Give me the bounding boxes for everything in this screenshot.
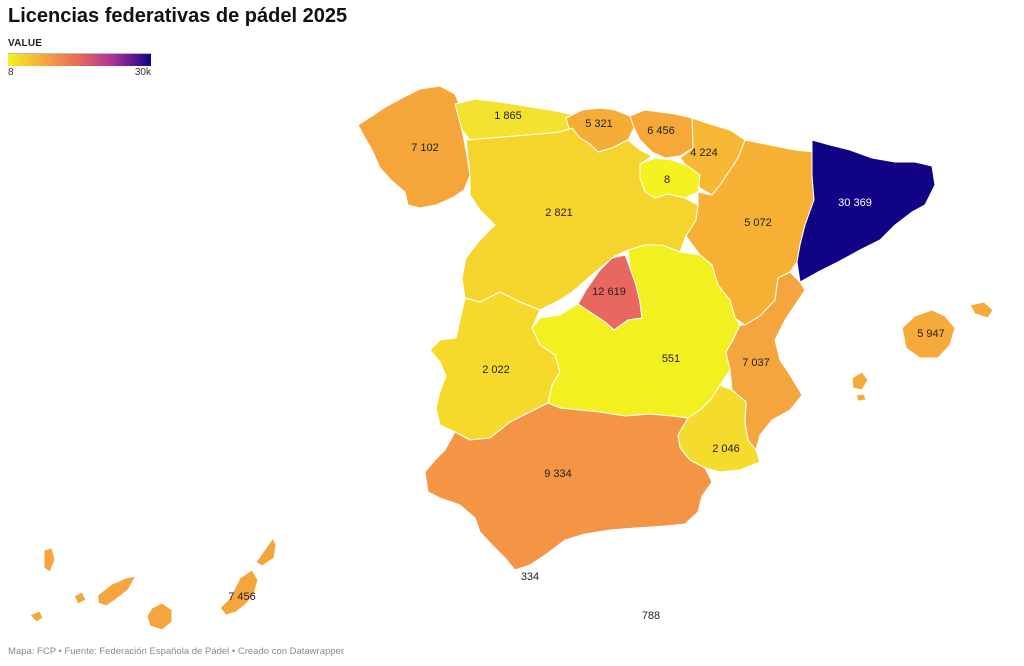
value-label-la-rioja: 8	[664, 174, 670, 186]
region-baleares-formentera[interactable]	[855, 393, 867, 402]
value-label-aragon: 5 072	[744, 217, 772, 229]
region-baleares-menorca[interactable]	[969, 301, 994, 319]
region-value-labels: 7 102 1 865 5 321 6 456 4 224 8 2 821 5 072 30 3…	[228, 110, 945, 622]
region-canarias-lanzarote[interactable]	[255, 537, 277, 567]
value-label-ceuta: 334	[521, 571, 539, 583]
region-galicia[interactable]	[357, 85, 471, 209]
region-canarias-tenerife[interactable]	[97, 575, 137, 607]
region-canarias-la-gomera[interactable]	[73, 591, 87, 605]
region-castilla-y-leon[interactable]	[461, 127, 699, 311]
value-label-cataluna: 30 369	[838, 197, 872, 209]
value-label-pais-vasco: 6 456	[647, 125, 675, 137]
region-canarias-el-hierro[interactable]	[29, 610, 44, 623]
value-label-extremadura: 2 022	[482, 364, 510, 376]
value-label-andalucia: 9 334	[544, 468, 572, 480]
color-legend: VALUE 8 30k	[8, 38, 151, 80]
value-label-castilla-la-mancha: 551	[662, 353, 680, 365]
value-label-galicia: 7 102	[411, 142, 439, 154]
value-label-baleares: 5 947	[917, 328, 945, 340]
value-label-murcia: 2 046	[712, 443, 740, 455]
value-label-castilla-y-leon: 2 821	[545, 207, 573, 219]
region-canarias-fuerteventura[interactable]	[219, 569, 259, 616]
value-label-navarra: 4 224	[690, 147, 718, 159]
region-baleares-ibiza[interactable]	[851, 371, 869, 391]
value-label-asturias: 1 865	[494, 110, 522, 122]
region-comunidad-valenciana[interactable]	[725, 271, 806, 451]
legend-min-label: 8	[8, 67, 14, 78]
region-shapes	[29, 85, 994, 631]
region-cataluna[interactable]	[796, 139, 936, 283]
legend-title: VALUE	[8, 38, 43, 49]
source-footer: Mapa: FCP • Fuente: Federación Española …	[8, 646, 345, 657]
map-title: Licencias federativas de pádel 2025	[8, 5, 348, 27]
legend-gradient-bar	[8, 53, 151, 66]
value-label-canarias: 7 456	[228, 591, 256, 603]
region-canarias-la-palma[interactable]	[43, 547, 56, 573]
region-baleares-mallorca[interactable]	[901, 309, 956, 359]
legend-labels: 8 30k	[8, 66, 151, 80]
value-label-madrid: 12 619	[592, 286, 626, 298]
value-label-comunidad-valenciana: 7 037	[742, 357, 770, 369]
value-label-melilla: 788	[642, 610, 660, 622]
region-canarias-gran-canaria[interactable]	[146, 602, 173, 631]
value-label-cantabria: 5 321	[585, 118, 613, 130]
region-andalucia[interactable]	[424, 402, 713, 571]
legend-max-label: 30k	[134, 67, 151, 78]
